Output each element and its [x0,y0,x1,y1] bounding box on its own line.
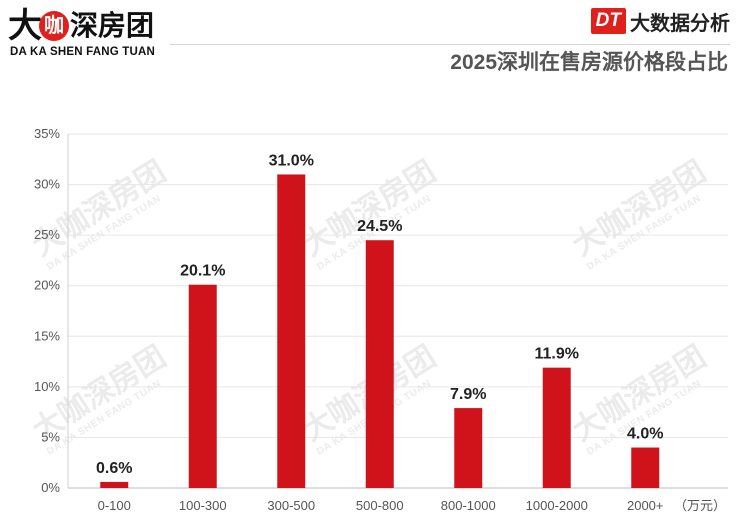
data-label: 20.1% [180,263,225,280]
brand-mark: 大咖深房团 [8,6,154,46]
dt-badge-text: 大数据分析 [630,12,730,35]
data-label: 7.9% [450,386,486,403]
x-tick-label: 300-500 [267,498,315,513]
x-tick-label: 1000-2000 [526,498,588,513]
data-label: 0.6% [96,460,132,477]
bar [277,174,306,488]
y-tick-label: 35% [34,126,60,141]
y-tick-label: 0% [41,480,60,495]
bar [188,284,217,488]
x-tick-label: 100-300 [179,498,227,513]
data-label: 4.0% [627,426,663,443]
dt-logo: DT [590,8,626,34]
brand-logo: 大咖深房团 DA KA SHEN FANG TUAN [8,6,178,62]
brand-rest: 深房团 [70,10,155,41]
x-tick-label: 0-100 [98,498,131,513]
data-label: 11.9% [535,346,579,363]
y-tick-label: 5% [41,429,60,444]
brand-da: 大 [8,7,42,45]
brand-ka-circle: 咖 [39,11,69,41]
dt-badge: DT 大数据分析 [590,6,730,36]
x-unit-label: （万元） [674,498,726,513]
y-tick-label: 25% [34,227,60,242]
chart-title: 2025深圳在售房源价格段占比 [450,51,728,74]
bar [365,240,394,488]
brand-subtitle: DA KA SHEN FANG TUAN [10,46,155,58]
bar [100,481,129,488]
bar [542,367,571,488]
x-tick-label: 2000+ [627,498,664,513]
x-tick-label: 500-800 [356,498,404,513]
header-divider [170,44,730,45]
y-tick-label: 15% [34,328,60,343]
y-tick-label: 20% [34,278,60,293]
y-tick-label: 10% [34,379,60,394]
data-label: 31.0% [269,152,314,169]
x-tick-label: 800-1000 [441,498,496,513]
bar [631,447,660,488]
y-tick-label: 30% [34,177,60,192]
data-label: 24.5% [357,218,402,235]
bar [454,408,483,488]
